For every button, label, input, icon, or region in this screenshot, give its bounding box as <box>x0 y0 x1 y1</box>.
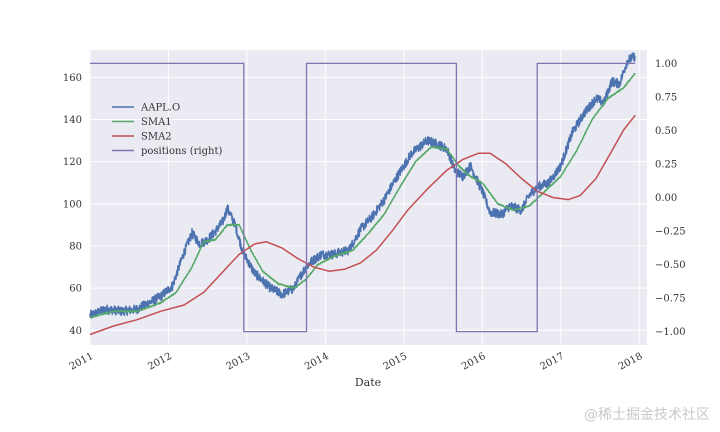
y-right-tick-label: 0.25 <box>655 159 677 170</box>
y-right-tick-label: 0.75 <box>655 92 677 103</box>
y-right-tick-label: −0.50 <box>655 260 686 271</box>
x-tick-label: 2012 <box>146 351 174 373</box>
legend-label: positions (right) <box>141 146 222 157</box>
x-tick-label: 2016 <box>460 351 488 373</box>
y-right-tick-label: −1.00 <box>655 327 686 338</box>
x-axis-label: Date <box>355 376 381 389</box>
x-tick-label: 2013 <box>225 351 253 373</box>
y-right-tick-labels: 1.00 0.75 0.50 0.25 0.00 −0.25 −0.50 −0.75 −1.00 <box>655 59 686 338</box>
y-left-tick-label: 80 <box>69 241 82 252</box>
series-line-aapl-o <box>89 52 636 319</box>
y-right-tick-label: −0.25 <box>655 227 686 238</box>
y-left-tick-label: 100 <box>63 199 82 210</box>
legend: AAPL.O SMA1 SMA2 positions (right) <box>112 103 222 157</box>
y-left-tick-label: 60 <box>69 284 82 295</box>
y-right-tick-label: 0.00 <box>655 193 677 204</box>
x-tick-labels: 2011 2012 2013 2014 2015 2016 2017 2018 <box>68 351 645 373</box>
plot-area <box>90 50 647 345</box>
y-left-tick-label: 140 <box>63 115 82 126</box>
y-left-tick-label: 160 <box>63 73 82 84</box>
x-tick-label: 2018 <box>617 351 645 373</box>
x-tick-label: 2017 <box>538 351 566 373</box>
watermark: @稀土掘金技术社区 <box>584 407 710 423</box>
legend-label: SMA2 <box>141 132 172 143</box>
legend-label: AAPL.O <box>140 103 180 114</box>
y-left-tick-label: 120 <box>63 157 82 168</box>
y-right-tick-label: −0.75 <box>655 294 686 305</box>
gridlines <box>89 50 647 345</box>
series-line-sma1 <box>89 72 636 319</box>
x-tick-label: 2011 <box>68 351 96 373</box>
x-tick-label: 2014 <box>303 351 331 373</box>
y-right-tick-label: 1.00 <box>655 59 677 70</box>
y-left-tick-labels: 40 60 80 100 120 140 160 <box>63 73 82 337</box>
x-tick-label: 2015 <box>382 351 410 373</box>
legend-label: SMA1 <box>141 117 172 128</box>
y-left-tick-label: 40 <box>69 326 82 337</box>
series-line-positions-right <box>90 62 636 333</box>
series-lines <box>89 52 636 336</box>
y-right-tick-label: 0.50 <box>655 126 677 137</box>
series-line-sma2 <box>89 114 636 336</box>
